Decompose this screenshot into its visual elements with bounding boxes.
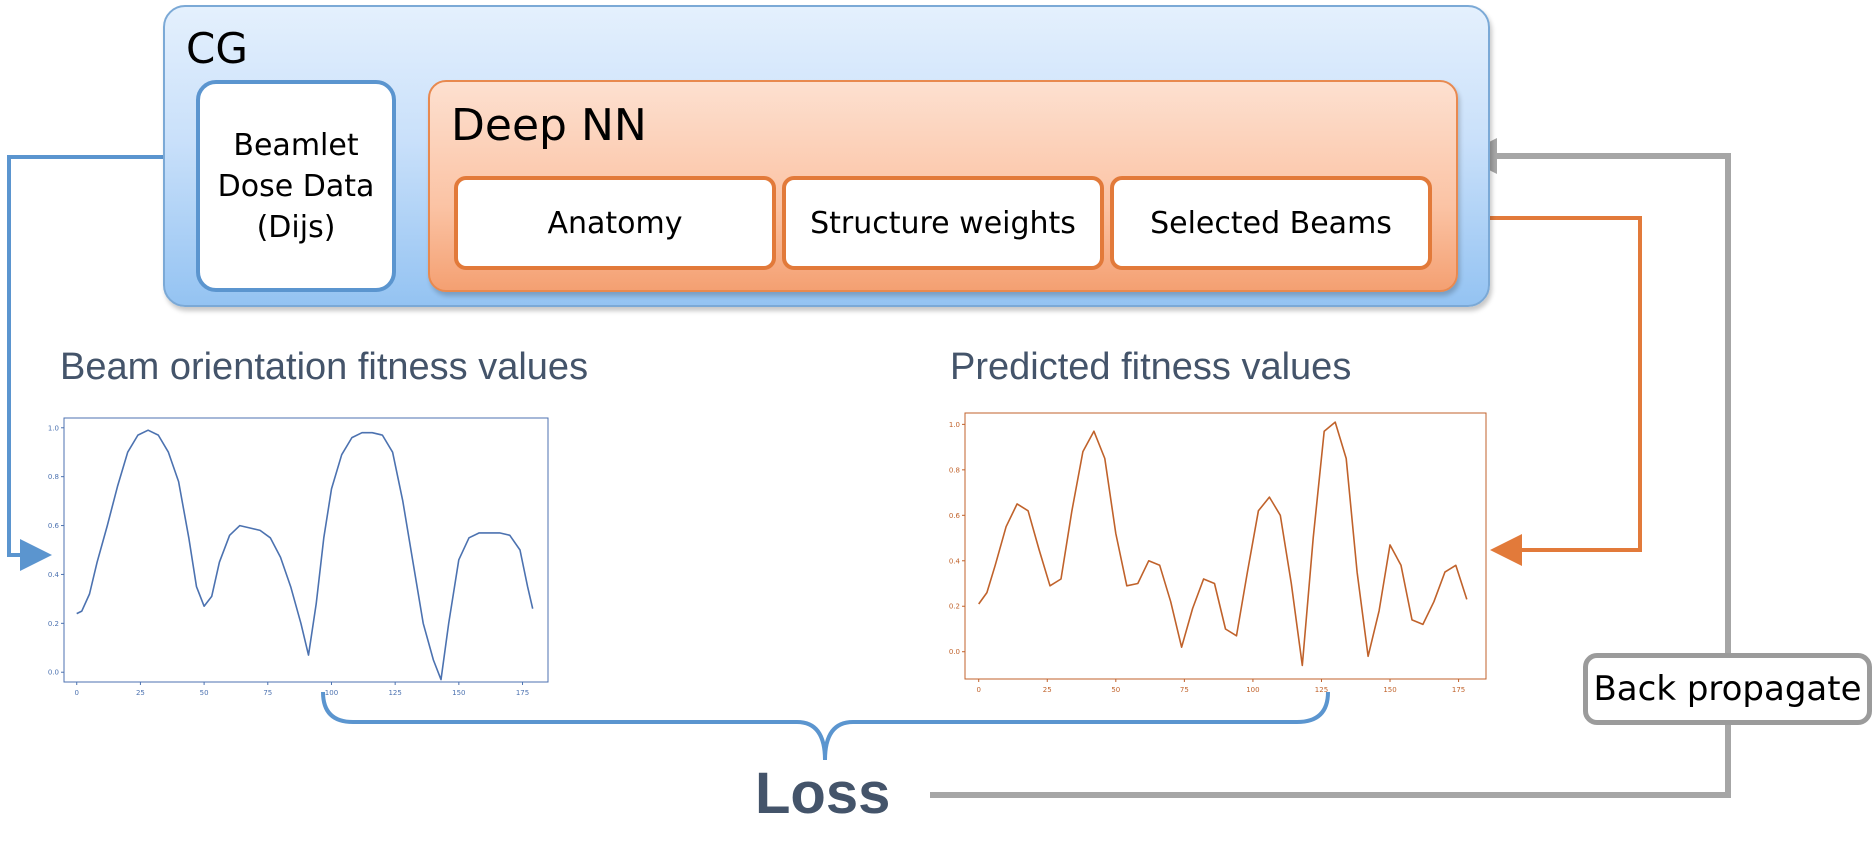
selected-beams-box: Selected Beams bbox=[1110, 176, 1432, 270]
x-tick-label: 100 bbox=[1246, 686, 1259, 694]
beamlet-dose-data-box: Beamlet Dose Data (Dijs) bbox=[196, 80, 396, 292]
loss-brace bbox=[321, 691, 1330, 761]
back-propagate-arrow bbox=[930, 138, 1731, 798]
loss-label: Loss bbox=[755, 761, 891, 826]
y-tick-label: 0.2 bbox=[949, 603, 960, 611]
y-tick-label: 0.0 bbox=[949, 648, 960, 656]
y-tick-label: 0.6 bbox=[949, 512, 961, 520]
x-tick-label: 0 bbox=[976, 686, 980, 694]
series-line bbox=[76, 429, 534, 681]
x-tick-label: 25 bbox=[136, 689, 145, 697]
x-tick-label: 25 bbox=[1043, 686, 1052, 694]
x-tick-label: 175 bbox=[1452, 686, 1465, 694]
y-tick-label: 1.0 bbox=[949, 421, 960, 429]
nn-to-predicted-arrow bbox=[1462, 216, 1642, 566]
x-tick-label: 75 bbox=[1180, 686, 1189, 694]
x-tick-label: 100 bbox=[325, 689, 338, 697]
anatomy-box: Anatomy bbox=[454, 176, 776, 270]
back-propagate-box: Back propagate bbox=[1583, 653, 1872, 725]
y-tick-label: 0.8 bbox=[48, 473, 59, 481]
deep-nn-label: Deep NN bbox=[451, 100, 647, 151]
x-tick-label: 50 bbox=[200, 689, 209, 697]
y-tick-label: 0.4 bbox=[949, 557, 961, 565]
y-tick-label: 0.8 bbox=[949, 466, 960, 474]
cg-label: CG bbox=[186, 24, 248, 73]
beamlet-dose-data-label: Beamlet Dose Data (Dijs) bbox=[217, 127, 375, 245]
right-chart-title: Predicted fitness values bbox=[950, 346, 1352, 388]
x-tick-label: 0 bbox=[75, 689, 79, 697]
x-tick-label: 125 bbox=[388, 689, 401, 697]
y-tick-label: 1.0 bbox=[48, 424, 59, 432]
plot-frame bbox=[63, 417, 549, 683]
y-tick-label: 0.6 bbox=[48, 522, 60, 530]
predicted-fitness-chart: 0 25 50 75 100 125 150 175 0.0 0.2 0.4 0.6 0.8 1.0 bbox=[949, 412, 1487, 694]
x-tick-label: 150 bbox=[452, 689, 465, 697]
x-tick-label: 150 bbox=[1383, 686, 1396, 694]
cg-to-fitness-arrow bbox=[7, 155, 163, 571]
beam-orientation-fitness-chart: 0 25 50 75 100 125 150 175 0.0 0.2 0.4 0.6 0.8 1.0 bbox=[48, 417, 549, 697]
x-tick-label: 175 bbox=[516, 689, 529, 697]
series-line bbox=[978, 421, 1468, 667]
y-tick-label: 0.2 bbox=[48, 620, 59, 628]
left-chart-title: Beam orientation fitness values bbox=[60, 346, 589, 388]
y-tick-label: 0.0 bbox=[48, 669, 59, 677]
x-tick-label: 125 bbox=[1315, 686, 1328, 694]
structure-weights-box: Structure weights bbox=[782, 176, 1104, 270]
x-tick-label: 75 bbox=[263, 689, 272, 697]
x-tick-label: 50 bbox=[1111, 686, 1120, 694]
plot-frame bbox=[964, 412, 1487, 680]
y-tick-label: 0.4 bbox=[48, 571, 60, 579]
